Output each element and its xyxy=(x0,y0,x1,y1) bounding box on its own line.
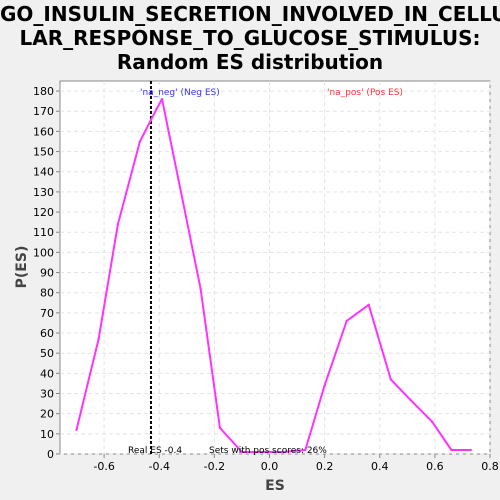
y-tick-label: 140 xyxy=(33,166,54,179)
x-tick-label: 0.2 xyxy=(316,460,334,473)
y-tick-label: 60 xyxy=(40,327,54,340)
y-tick-label: 0 xyxy=(47,448,54,461)
y-tick-label: 170 xyxy=(33,105,54,118)
y-tick-label: 130 xyxy=(33,186,54,199)
data-point xyxy=(390,378,392,380)
y-tick-label: 30 xyxy=(40,388,54,401)
data-point xyxy=(323,384,325,386)
y-tick-label: 80 xyxy=(40,287,54,300)
y-tick-label: 90 xyxy=(40,267,54,280)
y-tick-label: 50 xyxy=(40,347,54,360)
y-tick-label: 100 xyxy=(33,246,54,259)
y-tick-label: 120 xyxy=(33,206,54,219)
y-tick-label: 10 xyxy=(40,428,54,441)
data-point xyxy=(155,108,157,110)
data-point xyxy=(431,421,433,423)
x-tick-label: -0.4 xyxy=(148,460,169,473)
real-es-label: Real ES -0.4 xyxy=(128,446,182,456)
y-tick-label: 160 xyxy=(33,125,54,138)
data-point xyxy=(470,449,472,451)
neg-es-legend: 'na_neg' (Neg ES) xyxy=(140,88,220,98)
x-tick-label: -0.2 xyxy=(204,460,225,473)
pos-es-legend: 'na_pos' (Pos ES) xyxy=(327,88,403,98)
data-point xyxy=(368,304,370,306)
data-point xyxy=(75,429,77,431)
x-tick-label: 0.8 xyxy=(481,460,499,473)
y-tick-label: 110 xyxy=(33,226,54,239)
data-point xyxy=(450,449,452,451)
data-point xyxy=(199,287,201,289)
y-tick-label: 70 xyxy=(40,307,54,320)
data-point xyxy=(345,320,347,322)
pos-scores-label: Sets with pos scores: 26% xyxy=(209,446,327,456)
data-point xyxy=(117,223,119,225)
data-point xyxy=(219,427,221,429)
data-point xyxy=(97,338,99,340)
x-tick-label: 0.0 xyxy=(261,460,279,473)
data-point xyxy=(139,140,141,142)
x-tick-label: 0.6 xyxy=(426,460,444,473)
y-tick-label: 20 xyxy=(40,408,54,421)
y-tick-label: 180 xyxy=(33,85,54,98)
x-axis-label: ES xyxy=(265,478,285,494)
data-point xyxy=(409,398,411,400)
data-point xyxy=(177,179,179,181)
y-tick-label: 150 xyxy=(33,146,54,159)
x-tick-label: -0.6 xyxy=(93,460,114,473)
y-tick-label: 40 xyxy=(40,367,54,380)
data-point xyxy=(161,98,163,100)
y-axis-label: P(ES) xyxy=(14,246,30,289)
plot-area xyxy=(60,81,490,454)
x-tick-label: 0.4 xyxy=(371,460,389,473)
